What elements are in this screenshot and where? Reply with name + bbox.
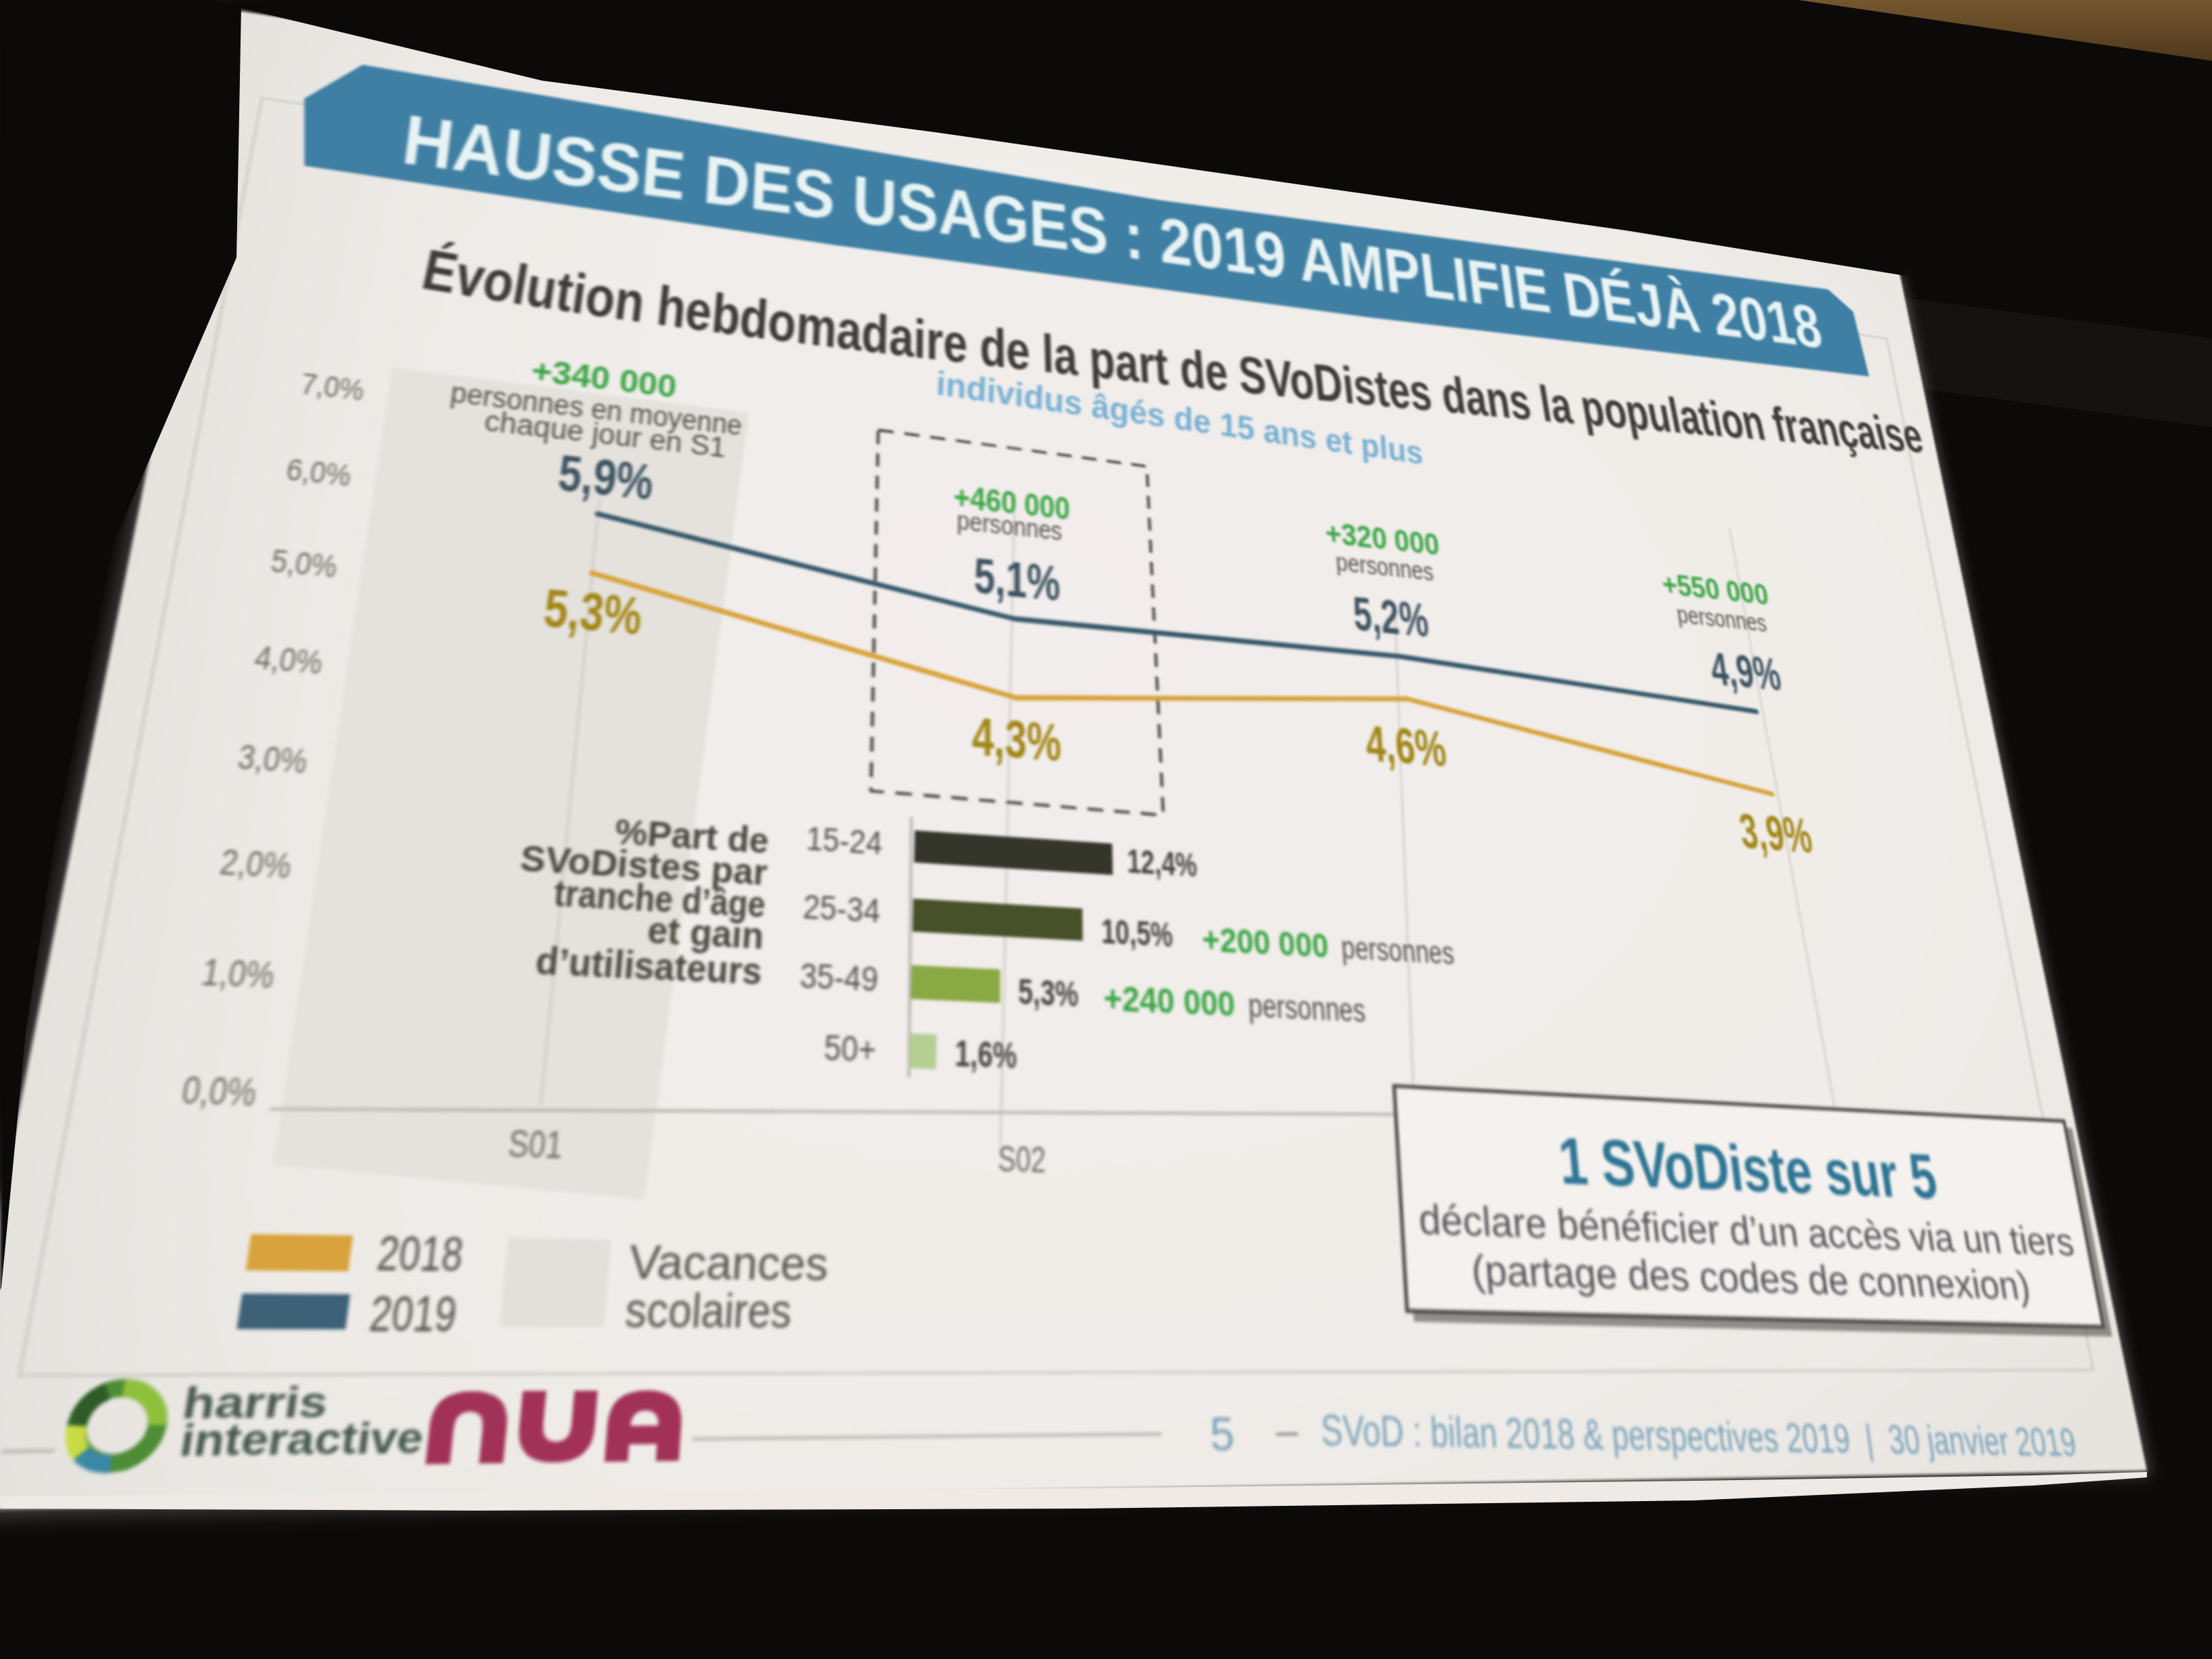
svg-text:0,0%: 0,0% [179, 1068, 260, 1115]
svg-text:2018: 2018 [374, 1225, 466, 1282]
svg-text:harris: harris [179, 1378, 331, 1429]
svg-text:4,3%: 4,3% [972, 707, 1062, 774]
svg-text:15-24: 15-24 [806, 820, 883, 861]
svg-text:35-49: 35-49 [799, 956, 878, 998]
svg-text:5,3%: 5,3% [1018, 972, 1078, 1015]
svg-text:5: 5 [1209, 1408, 1235, 1461]
svg-text:S02: S02 [998, 1139, 1046, 1180]
svg-text:S01: S01 [506, 1122, 565, 1166]
svg-text:3,0%: 3,0% [235, 737, 310, 781]
svg-text:personnes: personnes [1248, 987, 1367, 1029]
svg-text:scolaires: scolaires [623, 1283, 793, 1338]
svg-text:5,2%: 5,2% [1351, 587, 1431, 648]
svg-text:1,0%: 1,0% [199, 951, 277, 996]
svg-text:4,0%: 4,0% [252, 639, 325, 682]
svg-text:6,0%: 6,0% [284, 452, 354, 493]
svg-text:3,9%: 3,9% [1736, 804, 1816, 865]
svg-text:2019: 2019 [367, 1286, 459, 1342]
svg-text:+240 000: +240 000 [1103, 977, 1235, 1024]
svg-text:5,9%: 5,9% [556, 445, 655, 512]
svg-text:interactive: interactive [177, 1414, 426, 1467]
svg-text:Vacances: Vacances [627, 1235, 829, 1291]
svg-text:%Part de: %Part de [613, 811, 770, 861]
svg-text:50+: 50+ [823, 1028, 876, 1069]
svg-text:5,0%: 5,0% [268, 543, 340, 585]
svg-text:10,5%: 10,5% [1101, 912, 1174, 955]
svg-text:25-34: 25-34 [802, 888, 881, 930]
svg-text:2,0%: 2,0% [218, 842, 294, 886]
svg-text:5,3%: 5,3% [541, 578, 644, 647]
svg-text:1,6%: 1,6% [955, 1033, 1017, 1076]
svg-text:12,4%: 12,4% [1127, 842, 1198, 884]
svg-text:d’utilisateurs: d’utilisateurs [534, 939, 763, 993]
svg-text:et gain: et gain [646, 909, 764, 957]
svg-text:4,6%: 4,6% [1364, 715, 1449, 778]
svg-text:–: – [1275, 1407, 1299, 1454]
svg-text:personnes: personnes [1340, 930, 1455, 971]
svg-text:7,0%: 7,0% [298, 367, 366, 407]
svg-text:5,1%: 5,1% [974, 548, 1061, 612]
svg-text:4,9%: 4,9% [1707, 642, 1784, 701]
svg-text:+200 000: +200 000 [1202, 919, 1330, 965]
